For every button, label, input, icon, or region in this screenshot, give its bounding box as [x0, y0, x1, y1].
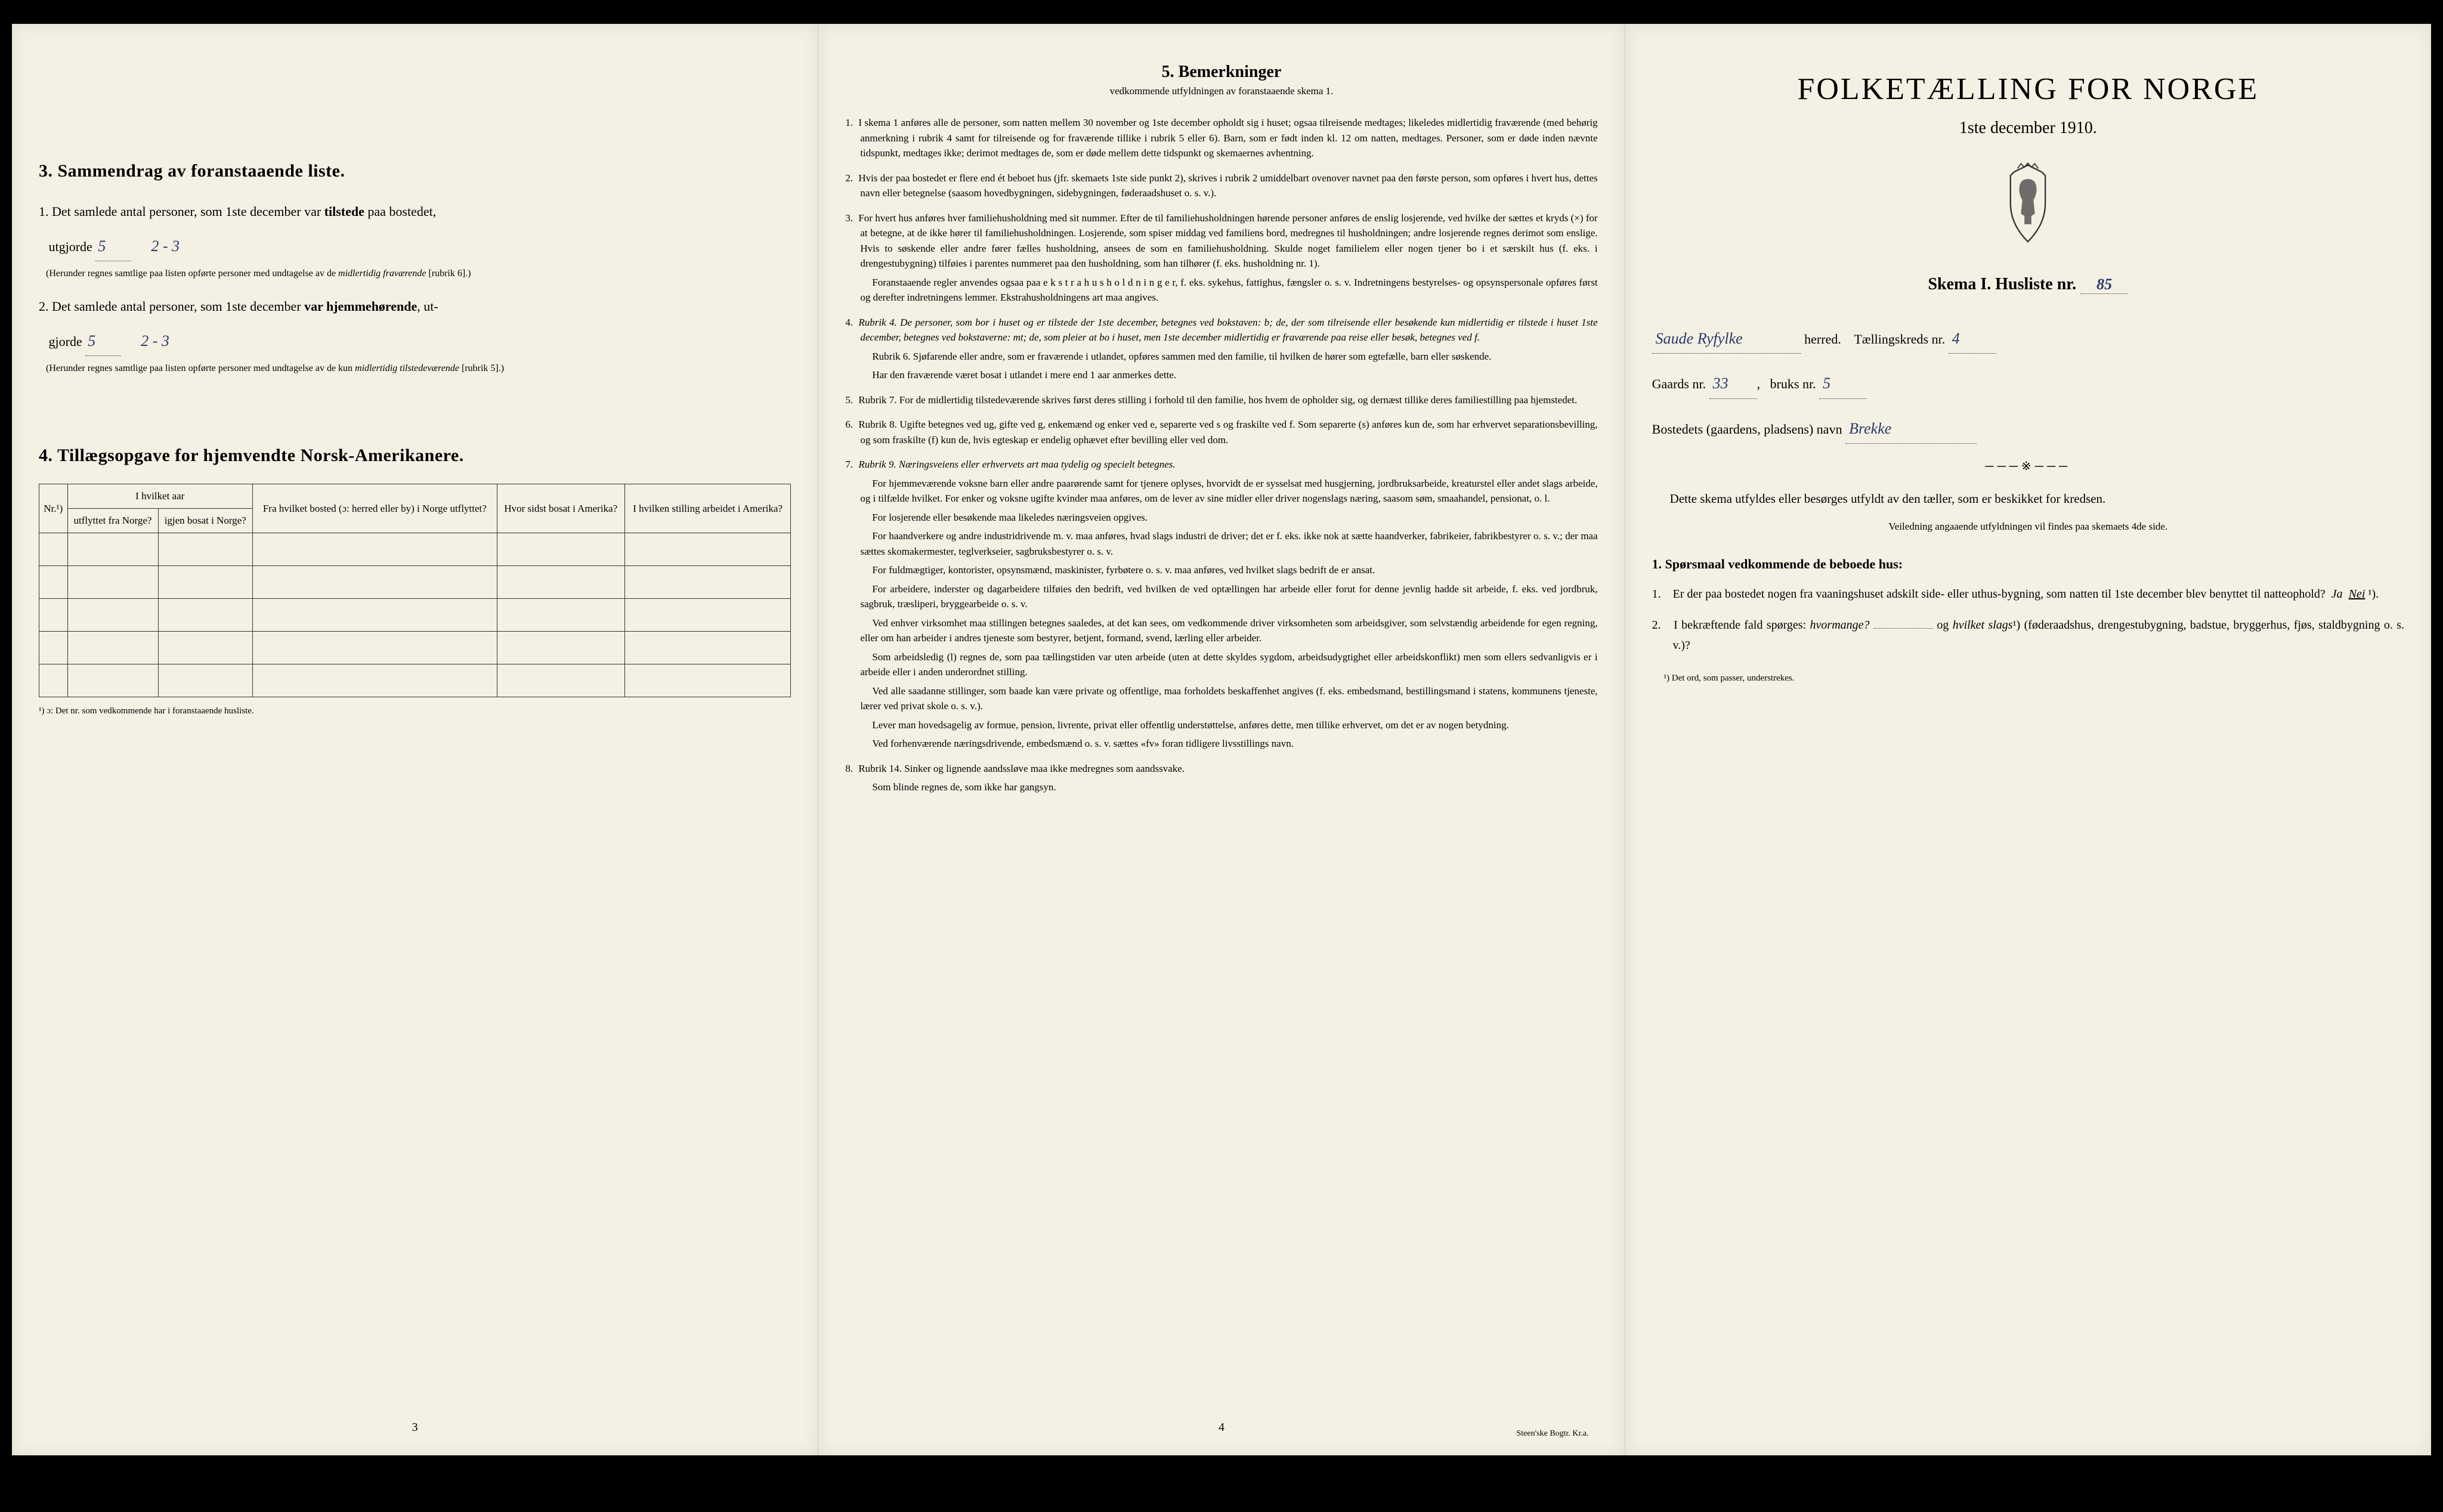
col-nr: Nr.¹) [39, 484, 68, 533]
fill-instruction: Dette skema utfyldes eller besørges utfy… [1652, 488, 2404, 510]
col-utflyttet: utflyttet fra Norge? [67, 509, 158, 533]
hw-count-2b: 2 - 3 [141, 332, 169, 350]
remark-3: 3.For hvert hus anføres hver familiehush… [860, 211, 1597, 305]
hw-bosted: Brekke [1845, 414, 1977, 444]
question-header: 1. Spørsmaal vedkommende de beboede hus: [1652, 556, 2404, 572]
answer-nei-underlined: Nei [2349, 588, 2365, 601]
hw-tellingskreds: 4 [1949, 324, 1996, 354]
col-stilling: I hvilken stilling arbeidet i Amerika? [624, 484, 791, 533]
remark-5: 5.Rubrik 7. For de midlertidig tilstedev… [860, 392, 1597, 408]
question-2: 2. I bekræftende fald spørges: hvormange… [1652, 615, 2404, 655]
page-right: FOLKETÆLLING FOR NORGE 1ste december 191… [1625, 24, 2431, 1455]
section-4: 4. Tillægsopgave for hjemvendte Norsk-Am… [39, 446, 791, 716]
col-aar-header: I hvilket aar [67, 484, 252, 509]
hw-gaards-nr: 33 [1709, 369, 1757, 398]
section4-header: 4. Tillægsopgave for hjemvendte Norsk-Am… [39, 446, 791, 466]
page-number-3: 3 [412, 1421, 418, 1434]
fill-instruction-small: Veiledning angaaende utfyldningen vil fi… [1652, 521, 2404, 533]
amerikanere-table: Nr.¹) I hvilket aar Fra hvilket bosted (… [39, 484, 791, 697]
col-amerika-bosat: Hvor sidst bosat i Amerika? [497, 484, 624, 533]
remark-4: 4.Rubrik 4. De personer, som bor i huset… [860, 315, 1597, 383]
section5-subheader: vedkommende utfyldningen av foranstaaend… [845, 85, 1597, 97]
bottom-footnote: ¹) Det ord, som passer, understrekes. [1652, 673, 2404, 684]
page-left: 3. Sammendrag av foranstaaende liste. 1.… [12, 24, 818, 1455]
col-igjen: igjen bosat i Norge? [158, 509, 252, 533]
gaards-line: Gaards nr. 33, bruks nr. 5 [1652, 369, 2404, 398]
section3-item1: 1. Det samlede antal personer, som 1ste … [39, 199, 791, 224]
hw-bruks-nr: 5 [1819, 369, 1867, 398]
section-3: 3. Sammendrag av foranstaaende liste. 1.… [39, 161, 791, 374]
table-row [39, 598, 791, 631]
hw-herred: Saude Ryfylke [1652, 324, 1801, 354]
section4-footnote: ¹) ɔ: Det nr. som vedkommende har i fora… [39, 706, 791, 716]
hw-count-1b: 2 - 3 [151, 237, 180, 255]
col-bosted: Fra hvilket bosted (ɔ: herred eller by) … [252, 484, 497, 533]
subtitle: 1ste december 1910. [1652, 119, 2404, 138]
herred-line: Saude Ryfylke herred. Tællingskreds nr. … [1652, 324, 2404, 354]
coat-of-arms-icon [1992, 162, 2064, 245]
remark-8: 8.Rubrik 14. Sinker og lignende aandsslø… [860, 761, 1597, 795]
section3-header: 3. Sammendrag av foranstaaende liste. [39, 161, 791, 181]
section3-item1-utgjorde: utgjorde 5 2 - 3 [39, 231, 791, 261]
hw-husliste-nr: 85 [2080, 276, 2128, 294]
question-1: 1. Er der paa bostedet nogen fra vaaning… [1652, 584, 2404, 604]
remark-1: 1.I skema 1 anføres alle de personer, so… [860, 115, 1597, 161]
census-document: 3. Sammendrag av foranstaaende liste. 1.… [12, 24, 2431, 1455]
page-middle: 5. Bemerkninger vedkommende utfyldningen… [818, 24, 1625, 1455]
main-title: FOLKETÆLLING FOR NORGE [1652, 72, 2404, 107]
section3-note1: (Herunder regnes samtlige paa listen opf… [39, 268, 791, 279]
section3-item2: 2. Det samlede antal personer, som 1ste … [39, 294, 791, 319]
table-row [39, 631, 791, 664]
remark-2: 2.Hvis der paa bostedet er flere end ét … [860, 171, 1597, 201]
remark-7: 7.Rubrik 9. Næringsveiens eller erhverve… [860, 457, 1597, 752]
table-row [39, 664, 791, 697]
printer-credit: Steen'ske Bogtr. Kr.a. [1517, 1429, 1589, 1439]
section3-note2: (Herunder regnes samtlige paa listen opf… [39, 363, 791, 374]
section5-header: 5. Bemerkninger [845, 63, 1597, 82]
bosted-line: Bostedets (gaardens, pladsens) navn Brek… [1652, 414, 2404, 444]
table-row [39, 533, 791, 565]
skema-line: Skema I. Husliste nr. 85 [1652, 275, 2404, 294]
remark-6: 6.Rubrik 8. Ugifte betegnes ved ug, gift… [860, 417, 1597, 447]
hw-count-1a: 5 [95, 231, 131, 261]
remarks-list: 1.I skema 1 anføres alle de personer, so… [845, 115, 1597, 795]
page-number-4: 4 [1219, 1421, 1224, 1434]
hw-count-2a: 5 [85, 326, 121, 356]
table-row [39, 565, 791, 598]
section3-item2-gjorde: gjorde 5 2 - 3 [39, 326, 791, 356]
separator-ornament: ───※─── [1652, 459, 2404, 474]
